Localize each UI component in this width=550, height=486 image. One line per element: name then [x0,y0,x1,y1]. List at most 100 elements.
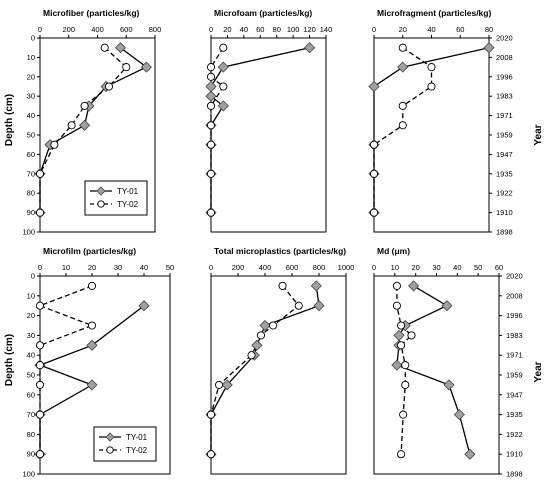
data-point-ty02 [215,380,224,389]
y-tick-label: 50 [27,131,35,140]
data-point-ty02 [206,63,216,72]
x-tick-label: 20 [399,25,407,34]
year-tick-label: 1910 [496,208,513,217]
data-point-ty01 [443,379,455,391]
data-point-ty01 [259,319,271,332]
x-tick-label: 50 [474,263,482,272]
data-point-ty01 [217,100,229,112]
plot-frame [373,275,500,475]
data-point-ty02 [397,341,406,350]
x-tick-label: 10 [62,263,70,272]
data-point-ty02 [397,450,406,459]
data-point-ty02 [392,301,401,310]
legend-label: TY-02 [126,446,148,455]
year-axis-label-bottom: Year [533,361,544,382]
y-tick-label: 90 [27,208,35,217]
x-tick-label: 40 [453,263,461,272]
legend: TY-01 TY-02 [84,180,148,216]
y-tick-label: 10 [27,53,35,62]
panel-title: Md (μm) [377,246,410,256]
data-point-ty02 [80,101,89,110]
panel-title: Microfragment (particles/kg) [377,8,491,18]
data-point-ty02 [87,281,97,290]
legend-box [84,180,148,216]
data-point-ty02 [35,361,45,370]
panel-title: Microfoam (particles/kg) [214,8,312,18]
data-point-ty02 [219,43,228,52]
data-point-ty02 [398,101,407,110]
x-tick-label: 10 [391,263,399,272]
year-axis-label-top: Year [533,124,544,145]
panel-title: Total microplastics (particles/kg) [214,246,346,256]
data-point-ty02 [369,208,379,217]
y-tick-label: 50 [27,371,35,380]
x-tick-label: 0 [209,263,213,272]
y-tick-label: 20 [27,311,35,320]
data-point-ty01 [205,90,217,102]
data-point-ty02 [206,140,216,149]
series-line-ty01 [396,285,471,455]
y-tick-label: 40 [27,111,35,120]
data-point-ty01 [205,80,217,93]
legend: TY-01 TY-02 [93,426,157,462]
panel-title: Microfilm (particles/kg) [43,246,136,256]
data-point-ty01 [86,379,98,391]
data-point-ty02 [427,82,436,91]
data-point-ty02 [256,331,266,340]
data-point-ty02 [399,410,408,419]
y-tick-label: 60 [27,390,35,399]
series-line-ty01 [210,47,310,213]
data-point-ty01 [221,379,233,391]
legend-label: TY-01 [126,433,148,442]
legend-marker-ty01 [105,432,115,442]
y-tick-label: 30 [27,331,35,340]
data-point-ty02 [35,208,45,217]
year-tick-label: 1959 [506,371,523,380]
x-tick-label: 200 [232,263,245,272]
data-point-ty01 [114,42,127,54]
series-line-ty01 [373,47,490,213]
data-point-ty01 [140,61,152,73]
series-line-ty02 [210,285,300,455]
legend-box [93,426,157,462]
series-line-ty02 [210,47,225,213]
year-tick-label: 1959 [496,131,513,140]
y-tick-label: 80 [27,430,35,439]
data-point-ty02 [206,121,216,130]
x-tick-label: 40 [240,25,248,34]
x-tick-label: 600 [120,25,133,34]
year-tick-label: 1898 [506,470,523,479]
data-point-ty02 [278,281,287,290]
x-tick-label: 40 [140,263,148,272]
panel-6: Md (μm)0 10 20 30 40 50 6020202008199619831971… [93,246,523,479]
y-tick-label: 0 [31,34,35,43]
year-tick-label: 1983 [506,331,523,340]
x-tick-label: 20 [88,263,96,272]
year-tick-label: 1947 [506,390,523,399]
x-tick-label: 30 [432,263,440,272]
data-point-ty02 [206,410,216,419]
data-point-ty02 [100,43,109,52]
y-tick-label: 70 [27,169,35,178]
data-point-ty02 [369,169,379,178]
x-tick-label: 400 [91,25,104,34]
year-tick-label: 1971 [506,351,523,360]
legend-marker-ty02 [97,200,105,208]
legend-label: TY-02 [117,200,139,209]
data-point-ty01 [86,339,98,351]
x-tick-label: 1000 [338,263,355,272]
year-tick-label: 1910 [506,450,523,459]
data-point-ty01 [368,80,380,93]
data-point-ty02 [122,63,131,72]
year-tick-label: 1922 [496,189,513,198]
y-tick-label: 100 [22,470,35,479]
y-tick-label: 30 [27,92,35,101]
x-tick-label: 40 [427,25,435,34]
year-tick-label: 1947 [496,150,513,159]
data-point-ty02 [401,380,410,389]
x-tick-label: 20 [411,263,419,272]
x-tick-label: 50 [166,263,174,272]
x-tick-label: 400 [259,263,272,272]
data-point-ty02 [206,208,216,217]
depth-axis-label-bottom: Depth (cm) [4,334,15,386]
